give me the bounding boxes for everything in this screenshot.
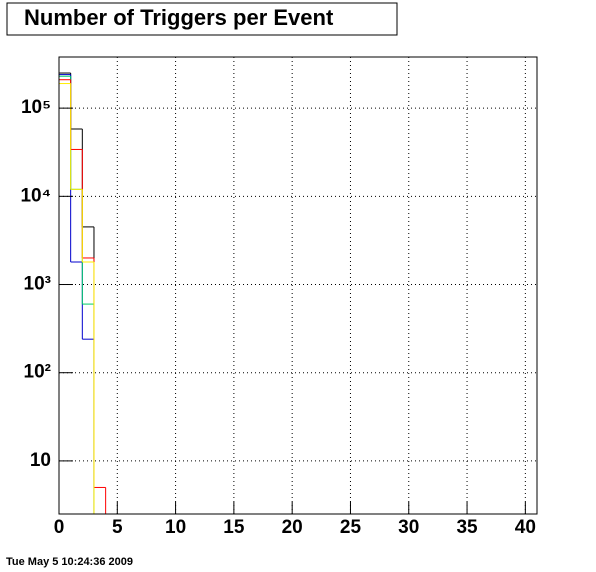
- title-box: [6, 2, 398, 36]
- x-tick-label: 40: [515, 517, 536, 538]
- x-tick-label: 5: [112, 517, 123, 538]
- x-tick-label: 20: [282, 517, 303, 538]
- y-tick-label: 10⁵: [21, 97, 51, 118]
- x-tick-label: 10: [165, 517, 186, 538]
- x-tick-label: 25: [340, 517, 362, 538]
- y-tick-label: 10²: [24, 362, 51, 383]
- plot-area: [59, 72, 107, 514]
- footer: Tue May 5 10:24:36 2009: [6, 556, 133, 568]
- y-tick-label: 10: [30, 450, 51, 471]
- x-tick-label: 15: [223, 517, 245, 538]
- x-tick-label: 30: [398, 517, 419, 538]
- y-tick-label: 10⁴: [20, 185, 51, 206]
- x-tick-label: 0: [54, 517, 65, 538]
- x-tick-label: 35: [456, 517, 478, 538]
- chart-title: Number of Triggers per Event: [24, 5, 334, 30]
- y-tick-label: 10³: [24, 274, 51, 295]
